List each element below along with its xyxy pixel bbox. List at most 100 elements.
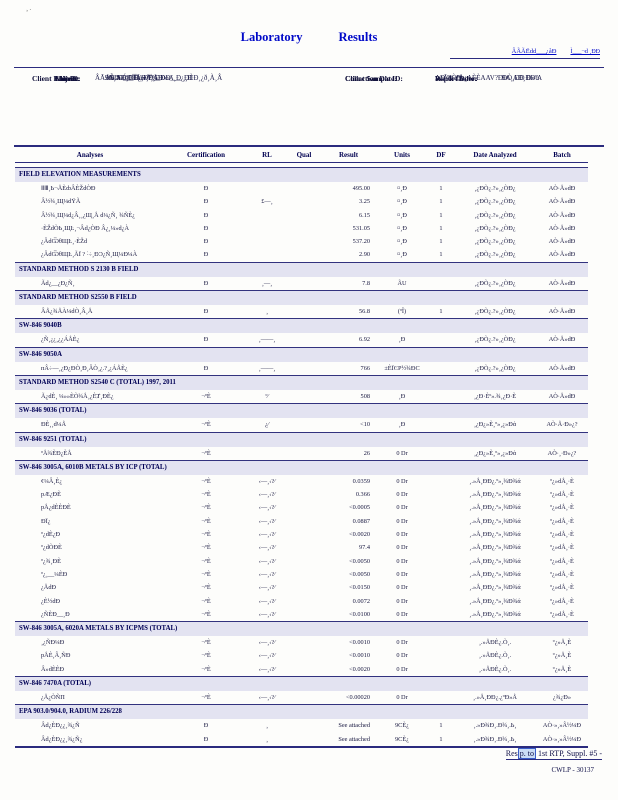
cell-analysis: ¿Å¿ÒÑΠ — [15, 691, 165, 704]
cell-result: <0.0010 — [321, 649, 376, 662]
col-header-result: Result — [321, 151, 376, 159]
cell-batch: º¿»Å¸È — [536, 649, 588, 662]
cell-df: 1 — [428, 248, 454, 261]
cell-rl — [247, 209, 287, 222]
cell-qual — [287, 488, 321, 501]
cell-df: 1 — [428, 733, 454, 746]
cell-batch: º¿»dÅ¸·È — [536, 555, 588, 568]
cell-units: ¤¸Ð — [376, 222, 428, 235]
table-row: ¿ÑÈÐ__¸Ð ¬ºÈ ‹—¸‹?⁄ <0.0100 0 Dr ¸.»Å¸ÐÐ¿.º»¸… — [15, 608, 588, 621]
cell-qual — [287, 333, 321, 346]
cell-units: 9CÈ¿ — [376, 733, 428, 746]
table-row: пÂ÷—¸¿Ð¿ÐÒ¸Ð¸ÂÒ¸¿.?¸¿ÁÅÈ¿ Đ ¸——¸ 766 ±ÈÏϾΡ½¾… — [15, 362, 588, 375]
cell-cert: ¬ºÈ — [165, 608, 247, 621]
cell-result: 26 — [321, 447, 376, 460]
section-header: SW-846 7470A (TOTAL) — [15, 676, 588, 691]
cell-rl: ‹—¸‹?⁄ — [247, 488, 287, 501]
cell-units: 0 Dr — [376, 663, 428, 676]
cell-qual — [287, 608, 321, 621]
matrix-label: Matrix: — [55, 74, 80, 83]
cell-cert: Đ — [165, 222, 247, 235]
col-header-date-analyzed: Date Analyzed — [454, 151, 536, 159]
cell-qual — [287, 515, 321, 528]
cell-cert: ¬ºÈ — [165, 663, 247, 676]
cell-batch: AÒ·Å»dÐ — [536, 390, 588, 403]
col-header-df: DF — [428, 151, 454, 159]
cell-analysis: ¿ÑÈÐ__¸Ð — [15, 608, 165, 621]
cell-analysis: º¿¾¸ÐÈ — [15, 555, 165, 568]
cell-rl: ‹—¸‹?⁄ — [247, 541, 287, 554]
cell-result: <0.0010 — [321, 636, 376, 649]
cell-df — [428, 488, 454, 501]
table-row: ¿ÅdÐ ¬ºÈ ‹—¸‹?⁄ <0.0150 0 Dr ¸.»Å¸ÐÐ¿.º»¸¾Ð¾ά… — [15, 581, 588, 594]
cell-analysis: Â½¾¸Щ¼dŸÃ — [15, 195, 165, 208]
header-link-2[interactable]: Ì___¬d ¸ÐÐ — [570, 49, 600, 55]
cell-cert: ¬ºÈ — [165, 595, 247, 608]
cell-rl: ‹—¸‹?⁄ — [247, 595, 287, 608]
cell-analysis: ¿Ñ¸¿¿¸¿¿ÁÅÈ¿ — [15, 333, 165, 346]
footer-note-pre: Res — [506, 749, 518, 758]
cell-df — [428, 390, 454, 403]
col-header-certification: Certification — [165, 151, 247, 159]
cell-analysis: ¸¿ÑÐ¼Ð — [15, 636, 165, 649]
cell-units: 0 Dr — [376, 649, 428, 662]
cell-result: See attached — [321, 733, 376, 746]
cell-units: 0 Dr — [376, 501, 428, 514]
divider-info — [14, 145, 604, 147]
cell-qual — [287, 277, 321, 290]
table-row: ¿È½dÐ ¬ºÈ ‹—¸‹?⁄ 0.0072 0 Dr ¸.»Å¸ÐÐ¿.º»¸¾Ð¾ά… — [15, 595, 588, 608]
cell-cert: ¬ºÈ — [165, 636, 247, 649]
cell-units: ¤¸Ð — [376, 248, 428, 261]
cell-cert: ¬ºÈ — [165, 691, 247, 704]
cell-df: 1 — [428, 182, 454, 195]
cell-result: 56.8 — [321, 305, 376, 318]
cell-batch: AÒ·Å»dÐ — [536, 235, 588, 248]
cell-rl: ¿⁄ — [247, 418, 287, 431]
cell-df: 1 — [428, 195, 454, 208]
cell-df: 1 — [428, 305, 454, 318]
cell-result: <0.00020 — [321, 691, 376, 704]
cell-result: 537.20 — [321, 235, 376, 248]
table-row: pÆ¿ÐÈ ¬ºÈ ‹—¸‹?⁄ 0.366 0 Dr ¸.»Å¸ÐÐ¿.º»¸¾Ð¾ά º… — [15, 488, 588, 501]
table-row: ·ÈŽdÒЬ¸ЩĿ¸¬Âd¿ÒÐ Â¿¸¼»d¿À Đ 531.05 ¤¸Ð 1 ¸¿ÐÒ… — [15, 222, 588, 235]
cell-result: 6.92 — [321, 333, 376, 346]
cell-batch: º¿»dÅ¸·È — [536, 528, 588, 541]
cell-units: ±ÈÏϾΡ½¾ÐС — [376, 362, 428, 375]
cell-df — [428, 541, 454, 554]
header-link-1[interactable]: ÂÃÃËdd___¿åÐ — [512, 48, 557, 55]
collection-date-value: AÐ º% ºÅ¿AÈÈAAV?Ð — [435, 74, 503, 82]
cell-date: ¸¿ÐÒ¿.?»¸¿ÒÐ¿ — [454, 182, 536, 195]
cell-result: <0.0020 — [321, 663, 376, 676]
cell-df — [428, 581, 454, 594]
cell-batch: º¿»dÅ¸·È — [536, 488, 588, 501]
cell-df — [428, 515, 454, 528]
cell-rl: £—¸ — [247, 195, 287, 208]
cell-df: 1 — [428, 222, 454, 235]
cell-df — [428, 636, 454, 649]
results-table-body: FIELD ELEVATION MEASUREMENTS ⅡⅢ¸Ь¬ÅÈȸÂÈŽd… — [15, 167, 588, 748]
cell-df: 1 — [428, 235, 454, 248]
cell-qual — [287, 248, 321, 261]
cell-date: ¸.»Å¸ÐÐ¿.º»¸¾Ð¾ά — [454, 608, 536, 621]
cell-rl: ‹—¸‹?⁄ — [247, 608, 287, 621]
section-header: SW-846 3005A, 6010B METALS BY ICP (TOTAL… — [15, 460, 588, 475]
cell-result: <0.0020 — [321, 528, 376, 541]
cell-result: 508 — [321, 390, 376, 403]
cell-df — [428, 555, 454, 568]
cell-analysis: ÐÏ¿ — [15, 515, 165, 528]
cell-analysis: ¢¼Â¸È¿ — [15, 475, 165, 488]
cell-date: ¸.»Å¸ÐÐ¿.º»¸¾Ð¾ά — [454, 501, 536, 514]
cell-date: ¸.»Å¸ÐÐ¿.º»¸¾Ð¾ά — [454, 555, 536, 568]
table-row: ÐÈ¸¸d¼Å ¬ºÈ ¿⁄ <10 ¸Ð ¸¿Ð¿»È¸º»¸¿»Ðά AÒ·Å·Ð»¿? — [15, 418, 588, 431]
cell-date: ¸¿ÐÒ¿.?»¸¿ÒÐ¿ — [454, 277, 536, 290]
cell-date: ¸.»ÅÐÈ¿.Ò¸. — [454, 663, 536, 676]
section-header: SW-846 9036 (TOTAL) — [15, 403, 588, 418]
cell-result: 7.8 — [321, 277, 376, 290]
cell-cert: ¬ºÈ — [165, 475, 247, 488]
cell-result: 495.00 — [321, 182, 376, 195]
section-header: STANDARD METHOD S 2130 B FIELD — [15, 262, 588, 277]
cell-analysis: Âd¿ÈÐ¿¿¸¾¿Ñ¿ — [15, 733, 165, 746]
section-header: STANDARD METHOD S2540 C (TOTAL) 1997, 20… — [15, 375, 588, 390]
cell-batch: º¿»dÅ¸·È — [536, 595, 588, 608]
cell-units: ¤¸Ð — [376, 235, 428, 248]
